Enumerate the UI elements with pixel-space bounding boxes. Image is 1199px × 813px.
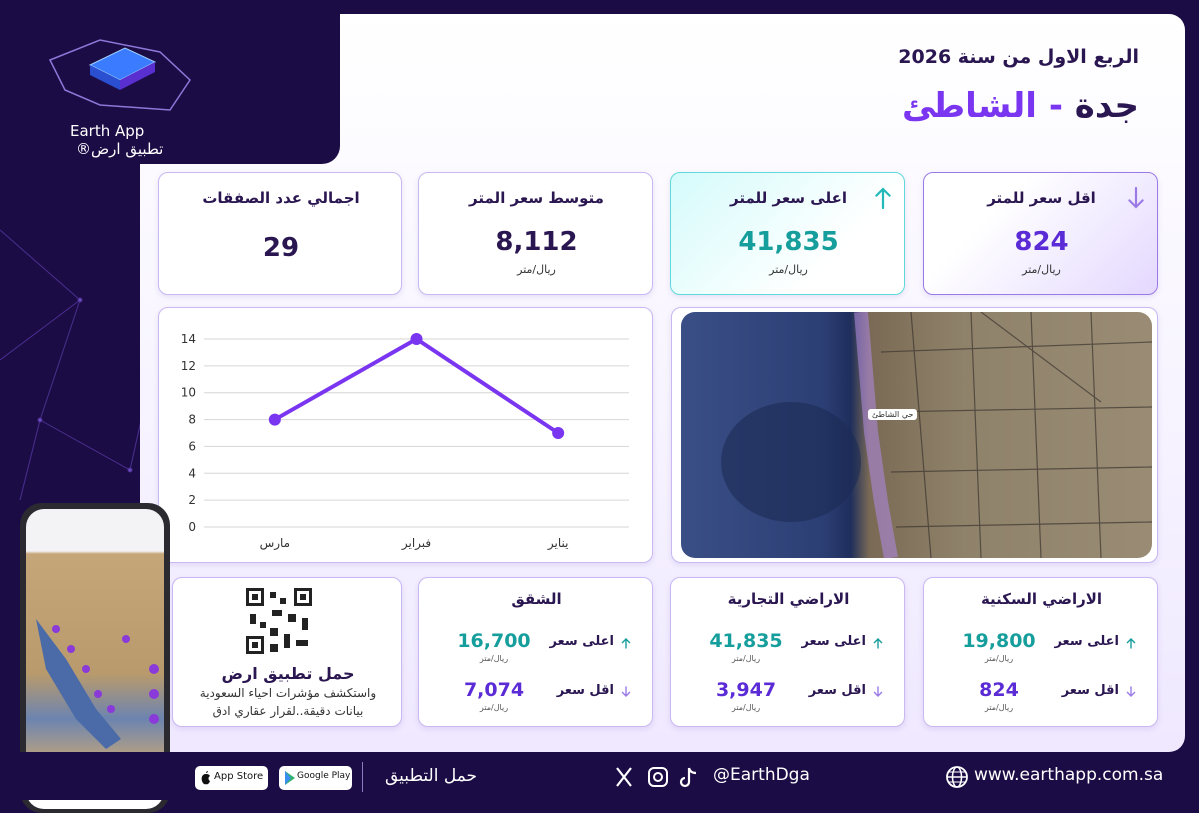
location-title: جدة - الشاطئ xyxy=(902,86,1139,126)
stat-label: اقل سعر للمتر xyxy=(987,189,1096,207)
promo-title: حمل تطبيق ارض xyxy=(221,664,355,683)
social-icons[interactable] xyxy=(615,765,705,789)
stat-card: اقل سعر للمتر 824 ريال/متر xyxy=(923,172,1158,295)
phone-map xyxy=(36,619,159,781)
logo-arabic-name: تطبيق ارض® xyxy=(76,140,164,158)
arrow-up xyxy=(873,638,883,649)
social-handle[interactable]: @EarthDga xyxy=(713,765,810,785)
segment-card: الشقق اعلى سعر 16,700 ريال/متر اقل سعر 7,074 ر… xyxy=(418,577,653,727)
play-icon xyxy=(285,771,295,785)
footer-divider xyxy=(362,762,363,792)
price-value: 824 xyxy=(979,679,1019,701)
price-label: اقل سعر xyxy=(556,683,614,698)
arrow-up xyxy=(875,187,891,209)
y-tick-label: 2 xyxy=(188,493,196,507)
data-point xyxy=(268,413,281,426)
data-line xyxy=(273,337,560,435)
segment-title: الاراضي السكنية xyxy=(980,590,1103,608)
arrow-up xyxy=(1126,638,1136,649)
stat-card: اجمالي عدد الصفقات 29 xyxy=(158,172,402,295)
map-card: حي الشاطئ xyxy=(671,307,1158,563)
district: الشاطئ xyxy=(901,86,1037,126)
website[interactable]: www.earthapp.com.sa xyxy=(974,765,1164,785)
arrow-up xyxy=(621,638,631,649)
price-value: 3,947 xyxy=(715,679,777,701)
stat-label: اعلى سعر للمتر xyxy=(730,189,847,207)
city: جدة xyxy=(1074,86,1139,126)
price-unit: ريال/متر xyxy=(984,703,1014,712)
price-unit: ريال/متر xyxy=(479,654,509,663)
y-tick-label: 10 xyxy=(181,386,196,400)
google-play-badge[interactable]: Google Play xyxy=(279,766,352,790)
stat-card: متوسط سعر المتر 8,112 ريال/متر xyxy=(418,172,653,295)
map-roads xyxy=(721,312,1152,558)
y-tick-label: 6 xyxy=(188,439,196,453)
chart-card: 0 2 4 6 8 10 12 14 مارس فبراير يناير xyxy=(158,307,653,563)
price-label: اقل سعر xyxy=(1061,683,1119,698)
promo-line: بيانات دقيقة..لقرار عقاري ادق xyxy=(212,704,364,718)
promo-line: واستكشف مؤشرات احياء السعودية xyxy=(199,686,377,700)
stat-value: 824 xyxy=(1014,227,1069,257)
arrow-down xyxy=(873,686,883,697)
y-tick-label: 8 xyxy=(188,413,196,427)
y-tick-label: 12 xyxy=(181,359,196,373)
period: الربع الاول من سنة 2026 xyxy=(898,46,1139,68)
globe-icon xyxy=(946,766,968,788)
stat-value: 41,835 xyxy=(738,227,839,257)
line-chart: 0 2 4 6 8 10 12 14 مارس فبراير يناير xyxy=(181,332,629,551)
price-unit: ريال/متر xyxy=(731,703,761,712)
x-tick-label: مارس xyxy=(260,536,291,551)
stat-value: 8,112 xyxy=(495,227,578,257)
segment-title: الاراضي التجارية xyxy=(727,590,850,608)
price-unit: ريال/متر xyxy=(731,654,761,663)
separator: - xyxy=(1048,86,1063,126)
price-value: 16,700 xyxy=(457,630,531,652)
map-label: حي الشاطئ xyxy=(868,409,918,420)
price-value: 41,835 xyxy=(709,630,783,652)
arrow-down xyxy=(1126,686,1136,697)
stat-unit: ريال/متر xyxy=(1022,263,1061,276)
price-label: اعلى سعر xyxy=(801,634,866,649)
map-image: حي الشاطئ xyxy=(681,312,1152,558)
arrow-down xyxy=(1128,187,1144,209)
stat-unit: ريال/متر xyxy=(517,263,556,276)
stat-value: 29 xyxy=(262,233,300,263)
apple-icon xyxy=(201,771,210,785)
google-play-label: Google Play xyxy=(297,771,351,781)
stat-unit: ريال/متر xyxy=(769,263,808,276)
price-label: اقل سعر xyxy=(808,683,866,698)
stat-label: متوسط سعر المتر xyxy=(469,189,604,207)
app-store-label: App Store xyxy=(214,771,264,782)
y-tick-label: 4 xyxy=(188,466,196,480)
segment-card: الاراضي السكنية اعلى سعر 19,800 ريال/متر اقل… xyxy=(923,577,1158,727)
logo-icon xyxy=(48,39,191,111)
price-unit: ريال/متر xyxy=(984,654,1014,663)
y-tick-label: 14 xyxy=(181,332,196,346)
price-label: اعلى سعر xyxy=(549,634,614,649)
x-tick-label: يناير xyxy=(547,536,569,551)
arrow-down xyxy=(621,686,631,697)
logo-name: Earth App xyxy=(70,122,145,140)
price-unit: ريال/متر xyxy=(479,703,509,712)
stat-label: اجمالي عدد الصفقات xyxy=(202,189,360,207)
data-point xyxy=(410,333,423,345)
segment-title: الشقق xyxy=(511,590,562,608)
y-tick-label: 0 xyxy=(188,520,196,534)
x-tick-label: فبراير xyxy=(401,536,431,551)
price-value: 7,074 xyxy=(463,679,525,701)
app-store-badge[interactable]: App Store xyxy=(195,766,268,790)
segment-card: الاراضي التجارية اعلى سعر 41,835 ريال/متر اق… xyxy=(670,577,905,727)
download-label: حمل التطبيق xyxy=(385,766,478,786)
price-label: اعلى سعر xyxy=(1054,634,1119,649)
stat-card: اعلى سعر للمتر 41,835 ريال/متر xyxy=(670,172,905,295)
promo-card: حمل تطبيق ارض واستكشف مؤشرات احياء السعو… xyxy=(172,577,402,727)
data-point xyxy=(552,427,565,439)
qr-code xyxy=(246,588,312,654)
logo-notch xyxy=(140,14,340,164)
price-value: 19,800 xyxy=(962,630,1036,652)
